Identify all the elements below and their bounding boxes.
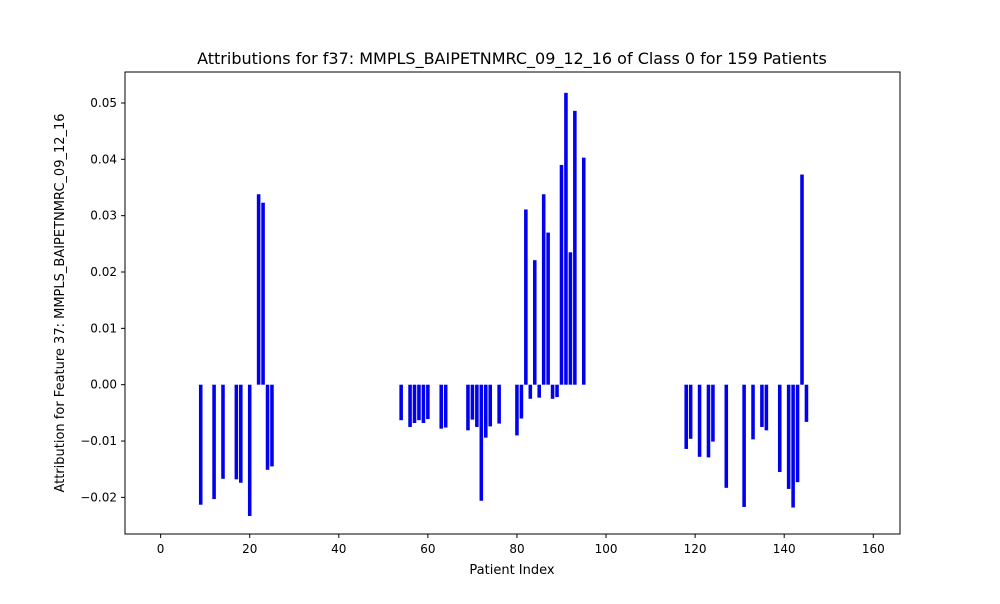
bar-patient-92 [568,252,573,385]
y-tick-label: 0.03 [90,209,117,223]
x-tick-label: 160 [862,542,885,556]
bar-patient-139 [777,384,782,473]
x-tick-label: 0 [157,542,165,556]
y-tick-label: 0.01 [90,321,117,335]
bar-patient-123 [706,384,711,458]
bar-patient-136 [764,384,769,431]
bar-patient-144 [800,174,804,385]
bar-patient-25 [270,384,274,467]
y-axis-ticks: −0.02 −0.01 0.00 0.01 0.02 0.03 0.04 0.05 [80,96,125,504]
x-tick-label: 100 [595,542,618,556]
plot-area-frame [124,71,901,535]
bar-patient-145 [804,384,809,422]
bar-patient-57 [412,384,417,424]
bar-patient-82 [524,209,528,385]
bar-patient-18 [239,384,243,483]
bar-patient-74 [488,384,493,427]
bar-patient-9 [198,384,203,505]
bar-patient-70 [470,384,475,420]
bars-layer [198,92,809,516]
bar-patient-14 [221,384,225,479]
bar-patient-87 [546,232,550,385]
bar-patient-95 [581,157,586,385]
bar-patient-88 [550,384,555,399]
bar-patient-24 [265,384,270,470]
bar-patient-54 [399,384,403,421]
bar-patient-71 [475,384,479,427]
bar-patient-84 [532,260,537,385]
y-tick-label: −0.02 [80,490,117,504]
bar-patient-135 [760,384,764,427]
bar-patient-58 [417,384,421,421]
x-axis-label: Patient Index [469,563,554,578]
y-tick-label: 0.05 [90,96,117,110]
bar-patient-72 [479,384,484,501]
bar-patient-143 [795,384,800,483]
bar-patient-131 [742,384,746,507]
bar-patient-69 [466,384,470,431]
x-tick-label: 140 [773,542,796,556]
x-tick-label: 20 [242,542,257,556]
bar-patient-76 [497,384,501,424]
bar-patient-73 [483,384,488,438]
bar-patient-89 [555,384,559,398]
bar-patient-133 [751,384,755,440]
bar-patient-118 [684,384,688,449]
y-tick-label: −0.01 [80,434,117,448]
chart-title: Attributions for f37: MMPLS_BAIPETNMRC_0… [197,49,827,69]
bar-patient-124 [711,384,715,442]
bar-patient-121 [697,384,702,457]
bar-patient-141 [786,384,791,489]
bar-patient-12 [212,384,216,500]
bar-patient-60 [426,384,430,420]
bar-patient-63 [439,384,444,429]
x-tick-label: 60 [420,542,435,556]
y-tick-label: 0.04 [90,152,117,166]
bar-patient-81 [519,384,524,419]
bar-patient-56 [408,384,412,427]
bar-patient-119 [688,384,693,439]
bar-patient-127 [724,384,729,488]
bar-patient-91 [564,92,568,385]
plot-area-background [125,72,900,534]
x-tick-label: 120 [684,542,707,556]
bar-patient-20 [247,384,252,516]
bar-patient-83 [528,384,533,399]
x-axis-ticks: 0 20 40 60 80 100 120 140 160 [157,534,885,556]
y-tick-label: 0.02 [90,265,117,279]
bar-patient-86 [541,194,546,385]
bar-patient-59 [421,384,426,424]
bar-patient-23 [261,202,265,385]
bar-patient-64 [443,384,448,428]
x-tick-label: 80 [509,542,524,556]
x-tick-label: 40 [331,542,346,556]
bar-patient-80 [515,384,519,436]
bar-patient-93 [573,110,577,385]
bar-patient-90 [559,164,564,385]
y-axis-label: Attribution for Feature 37: MMPLS_BAIPET… [53,113,68,492]
y-tick-label: 0.00 [90,378,117,392]
bar-patient-142 [791,384,795,508]
bar-patient-17 [234,384,239,480]
bar-patient-22 [256,194,261,385]
bar-patient-85 [537,384,541,398]
